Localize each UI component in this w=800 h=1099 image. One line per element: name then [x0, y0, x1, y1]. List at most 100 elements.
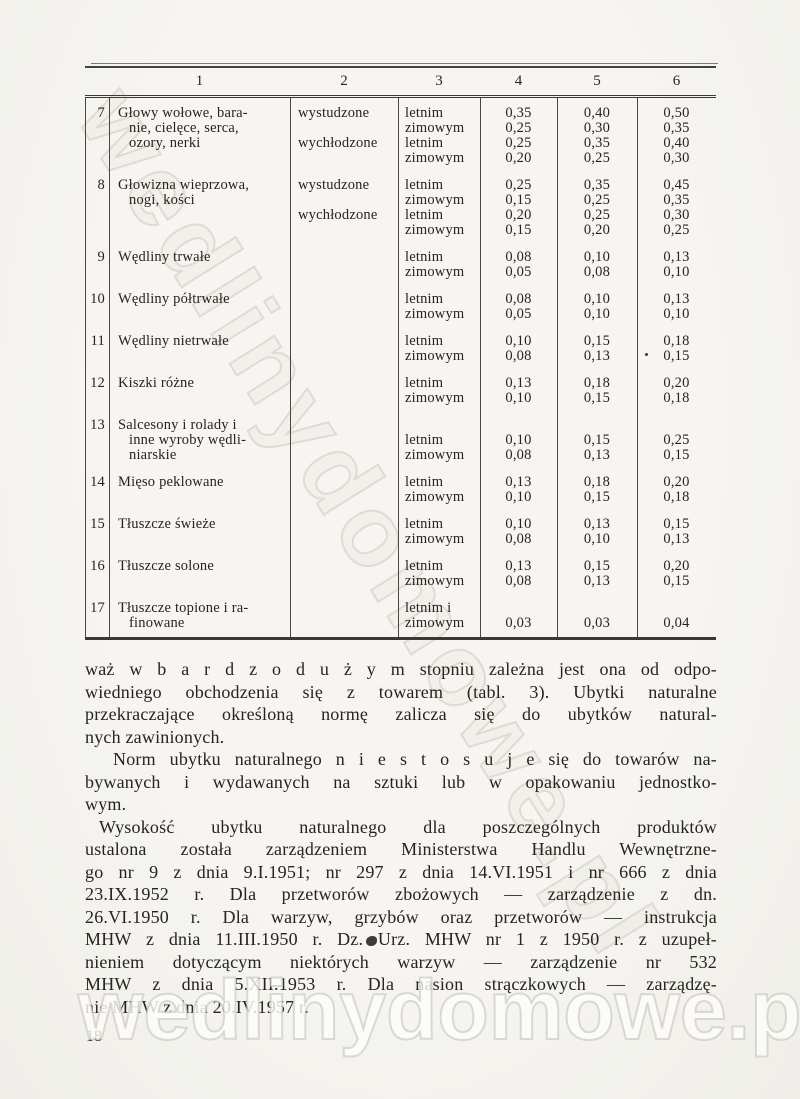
table-cell-line: 0,50 [663, 105, 690, 121]
table-cell [290, 418, 398, 463]
table-cell-line [85, 265, 105, 280]
table-cell: 0,13 0,10 [637, 292, 716, 322]
table-cell-line: letnim [405, 135, 444, 151]
table-cell: letnim zimowym [398, 376, 480, 406]
table-cell: letnim i zimowym [398, 601, 480, 631]
table-cell-line: zimowym [405, 531, 465, 547]
table-cell-line: wychłodzone [298, 135, 378, 151]
text-line: nych zawinionych. [85, 726, 225, 747]
table-cell: 0,15 0,13 [557, 334, 637, 364]
text-line: nie MHW z dnia 20.IV.1957 r. [85, 996, 309, 1017]
table-cell: Mięso peklowane [109, 475, 290, 505]
table-cell-line: 0,10 [505, 390, 532, 406]
table-cell: 0,10 0,08 [480, 418, 557, 463]
table-cell-line [109, 349, 290, 364]
table-cell-line: 0,25 [583, 207, 611, 223]
scan-speck [645, 353, 648, 356]
text-line: Wysokość ubytku naturalnego dla poszczeg… [99, 816, 717, 837]
table-cell-line [290, 349, 398, 364]
table-cell: 0,03 [557, 601, 637, 631]
table-cell-line: 0,18 [583, 375, 611, 391]
table-cell: letnim zimowym [398, 292, 480, 322]
table-cell-line: letnim i [405, 600, 452, 616]
table-cell-line: 0,13 [505, 375, 532, 391]
table-cell-line [290, 121, 398, 136]
table-row: 13 Salcesony i rolady i inne wyroby wędli… [85, 418, 716, 463]
table-cell: 0,13 0,10 [480, 376, 557, 406]
table-cell: 0,18 0,15 [557, 475, 637, 505]
table-cell: 8 [85, 178, 109, 238]
table-cell-line: Głowizna wieprzowa, [118, 177, 250, 193]
table-cell: letnim zimowym [398, 250, 480, 280]
table-cell-line [557, 418, 637, 433]
table-cell-line [637, 418, 716, 433]
table-cell-line: 0,35 [505, 105, 532, 121]
table-cell-line: 0,13 [583, 348, 611, 364]
table-cell-line: 9 [97, 249, 105, 265]
table-cell: 0,35 0,25 0,25 0,20 [557, 178, 637, 238]
table-cell-line: 0,10 [663, 306, 690, 322]
column-header: 2 [340, 73, 348, 89]
table-cell: 0,10 0,08 [557, 250, 637, 280]
table-cell-line: wychłodzone [298, 207, 378, 223]
table-cell-line: 0,13 [583, 516, 611, 532]
table-cell-line: Tłuszcze świeże [118, 516, 216, 532]
table-cell: 0,18 0,15 [557, 376, 637, 406]
table-cell: Głowy wołowe, bara-nie, cielęce, serca, o… [109, 106, 290, 166]
table-cell: 17 [85, 601, 109, 631]
column-header: 6 [672, 73, 681, 89]
table-cell-line: 0,10 [505, 489, 532, 505]
table-cell-line: 0,10 [505, 333, 532, 349]
table-cell-line: 0,20 [663, 558, 690, 574]
table-cell-line: 0,15 [663, 348, 690, 364]
table-cell-line [290, 292, 398, 307]
table-cell-line: Tłuszcze topione i ra- [118, 600, 249, 616]
table-cell-line: 17 [90, 600, 105, 616]
table-cell-line: 0,15 [663, 447, 690, 463]
table-cell: 0,20 0,15 [637, 559, 716, 589]
table-cell: 0,10 0,10 [557, 292, 637, 322]
table-row: 12 Kiszki różne letnim zimowym 0,13 0,10 0,1… [85, 376, 716, 406]
table-cell-line: nie, cielęce, serca, [129, 120, 239, 136]
table-cell-line [290, 601, 398, 616]
table-cell-line: 0,03 [505, 615, 532, 631]
table-row: 14 Mięso peklowane letnim zimowym 0,13 0,10… [85, 475, 716, 505]
table-cell: 0,15 0,13 [557, 418, 637, 463]
table-cell-line [109, 208, 290, 223]
table-cell-line [290, 448, 398, 463]
table-cell [290, 334, 398, 364]
table-cell-line: 0,10 [663, 264, 690, 280]
table-cell-line: 0,13 [583, 447, 611, 463]
table-cell-line: letnim [405, 207, 444, 223]
table-cell-line [480, 418, 557, 433]
table-cell-line: Mięso peklowane [118, 474, 224, 490]
page-number: 18 [86, 1028, 102, 1045]
table-cell-line [85, 349, 105, 364]
table-cell-line: 0,15 [583, 333, 611, 349]
table-cell-line [290, 151, 398, 166]
table-cell-line: 0,10 [583, 306, 611, 322]
table-cell: letnim zimowym letnim zimowym [398, 178, 480, 238]
table-row: 15 Tłuszcze świeże letnim zimowym 0,10 0,08… [85, 517, 716, 547]
table-cell-line: zimowym [405, 306, 465, 322]
table-cell-line [85, 574, 105, 589]
table-cell-line [290, 334, 398, 349]
table-cell: letnim zimowym letnim zimowym [398, 106, 480, 166]
table-cell-line [85, 307, 105, 322]
table-cell-line: letnim [405, 105, 444, 121]
table-cell-line: zimowym [405, 615, 465, 631]
table-cell-line [85, 121, 105, 136]
text-line: Norm ubytku naturalnego n i e s t o s u … [113, 749, 717, 769]
table-cell-line: 0,18 [663, 390, 690, 406]
body-text: waż w b a r d z o d u ż y m stopniu zale… [85, 658, 717, 1018]
table-cell: Salcesony i rolady i inne wyroby wędli-ni… [109, 418, 290, 463]
table-cell-line: 0,25 [505, 177, 532, 193]
table-cell: 0,25 0,15 [637, 418, 716, 463]
text-line: go nr 9 z dnia 9.I.1951; nr 297 z dnia 1… [85, 861, 717, 882]
text-line: ustalona została zarządzeniem Ministerst… [85, 839, 717, 859]
table-cell-line [85, 616, 105, 631]
table-cell-line: 0,20 [505, 207, 532, 223]
table-cell-line: ozory, nerki [129, 135, 201, 151]
table-cell-line [290, 376, 398, 391]
table-cell-line: 0,13 [663, 291, 690, 307]
